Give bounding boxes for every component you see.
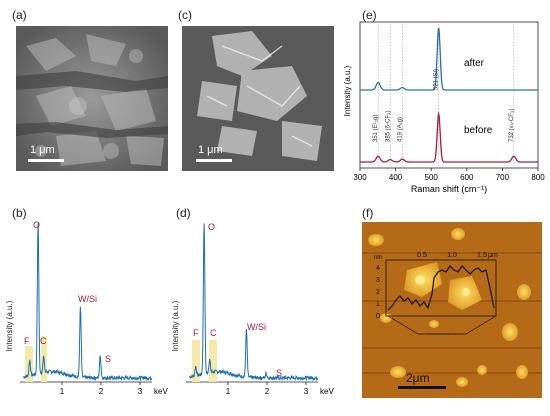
eds-d-band-c [209,340,217,382]
eds-b-xtick-1: 1 [60,387,65,396]
eds-b-peak-s: S [105,354,111,364]
raman-xtick-label-700: 700 [496,173,510,182]
eds-d-xtick-3: 3 [304,387,309,396]
scale-bar-c [196,159,232,162]
raman-xtick-label-800: 800 [531,173,545,182]
panel-label-f: (f) [362,206,374,220]
afm-inset-ytick-3: 3 [376,277,380,284]
panel-label-e: (e) [362,8,377,22]
afm-inset-ytick-4: 4 [376,265,380,272]
raman-xtick-label-600: 600 [460,173,474,182]
afm-inset-trace [387,265,495,311]
eds-b-xtick-3: 3 [138,387,143,396]
raman-annotation-732: 732 (νₛ-CF₃) [509,109,515,142]
raman-frame [359,21,539,169]
eds-d-ylabel: Intensity (a.u.) [171,300,180,351]
raman-legend-after: after [464,58,485,69]
eds-b-peak-wsi: W/Si [78,294,97,304]
eds-d-xtick-1: 1 [226,387,231,396]
sem-image-a: 1 μm [16,26,168,171]
raman-chart: Intensity (a.u.) after before 351 (E¹₂g)… [343,21,545,194]
eds-b-xtick-2: 2 [99,387,104,396]
raman-xlabel: Raman shift (cm⁻¹) [411,184,487,194]
raman-annotation-385: 385 (δ-CF₃) [385,111,391,142]
afm-image: 4 3 2 1 0 nm 0.5 1.0 1.5 μm 2μm [362,222,542,398]
scale-label-a: 1 μm [30,144,55,156]
eds-d-xtick-2: 2 [265,387,270,396]
raman-legend-before: before [464,125,493,136]
eds-d-peak-wsi: W/Si [247,322,266,332]
raman-series-before [360,111,538,163]
raman-annotation-521: 521 (Si) [434,69,440,90]
afm-inset-xtick-0: 0.5 [417,252,427,259]
afm-inset-pointer [387,315,497,335]
raman-xtick-label-400: 400 [389,173,403,182]
afm-inset-xtick-1: 1.0 [447,252,457,259]
afm-inset-profile: 4 3 2 1 0 nm 0.5 1.0 1.5 μm [374,252,498,335]
raman-xticks: 300 400 500 600 700 800 [353,168,545,182]
panel-label-b: (b) [12,206,27,220]
raman-xtick-label-500: 500 [425,173,439,182]
sem-image-c: 1 μm [182,26,334,171]
eds-d-peak-s: S [276,368,282,378]
eds-d-peak-o: O [208,222,215,232]
eds-d-spectrum [189,223,318,382]
eds-chart-d: Intensity (a.u.) 1 2 3 keV O F C W/Si S [171,222,334,396]
eds-d-xticks: 1 2 3 [226,382,309,396]
afm-inset-yunit: nm [374,255,382,261]
raman-ylabel: Intensity (a.u.) [343,65,352,116]
panel-label-a: (a) [12,8,27,22]
afm-inset-ytick-0: 0 [376,313,380,320]
panel-label-c: (c) [178,8,192,22]
eds-b-xunit: keV [154,387,168,396]
afm-inset-xtick-2: 1.5 [477,252,487,259]
raman-series-after [360,27,538,91]
eds-b-ylabel: Intensity (a.u.) [5,300,14,351]
eds-d-band-f [192,340,200,382]
scale-label-c: 1 μm [198,144,223,156]
eds-chart-b: Intensity (a.u.) 1 2 3 keV O F C W/Si S [5,220,168,396]
eds-b-peak-f: F [24,336,30,346]
eds-d-peak-c: C [210,328,217,338]
raman-annotations: 351 (E¹₂g) 385 (δ-CF₃) 419 (A₁g) 521 (Si) 73… [373,69,515,142]
eds-d-peak-f: F [193,328,199,338]
afm-inset-xunit: μm [488,252,498,259]
eds-d-xunit: keV [320,387,334,396]
afm-inset-ytick-1: 1 [376,301,380,308]
raman-xtick-label-300: 300 [353,173,367,182]
eds-b-peak-o: O [33,220,40,230]
raman-reference-lines [377,24,515,166]
eds-b-spectrum [23,223,152,382]
afm-inset-ytick-2: 2 [376,289,380,296]
scale-bar-a [28,159,64,162]
afm-inset-frame [385,259,497,317]
raman-annotation-419: 419 (A₁g) [397,117,403,142]
eds-b-xticks: 1 2 3 [60,382,143,396]
raman-annotation-351: 351 (E¹₂g) [373,115,379,142]
eds-b-peak-c: C [40,336,47,346]
panel-label-d: (d) [176,206,191,220]
afm-scale-bar [398,386,446,389]
afm-scale-label: 2μm [406,371,430,385]
